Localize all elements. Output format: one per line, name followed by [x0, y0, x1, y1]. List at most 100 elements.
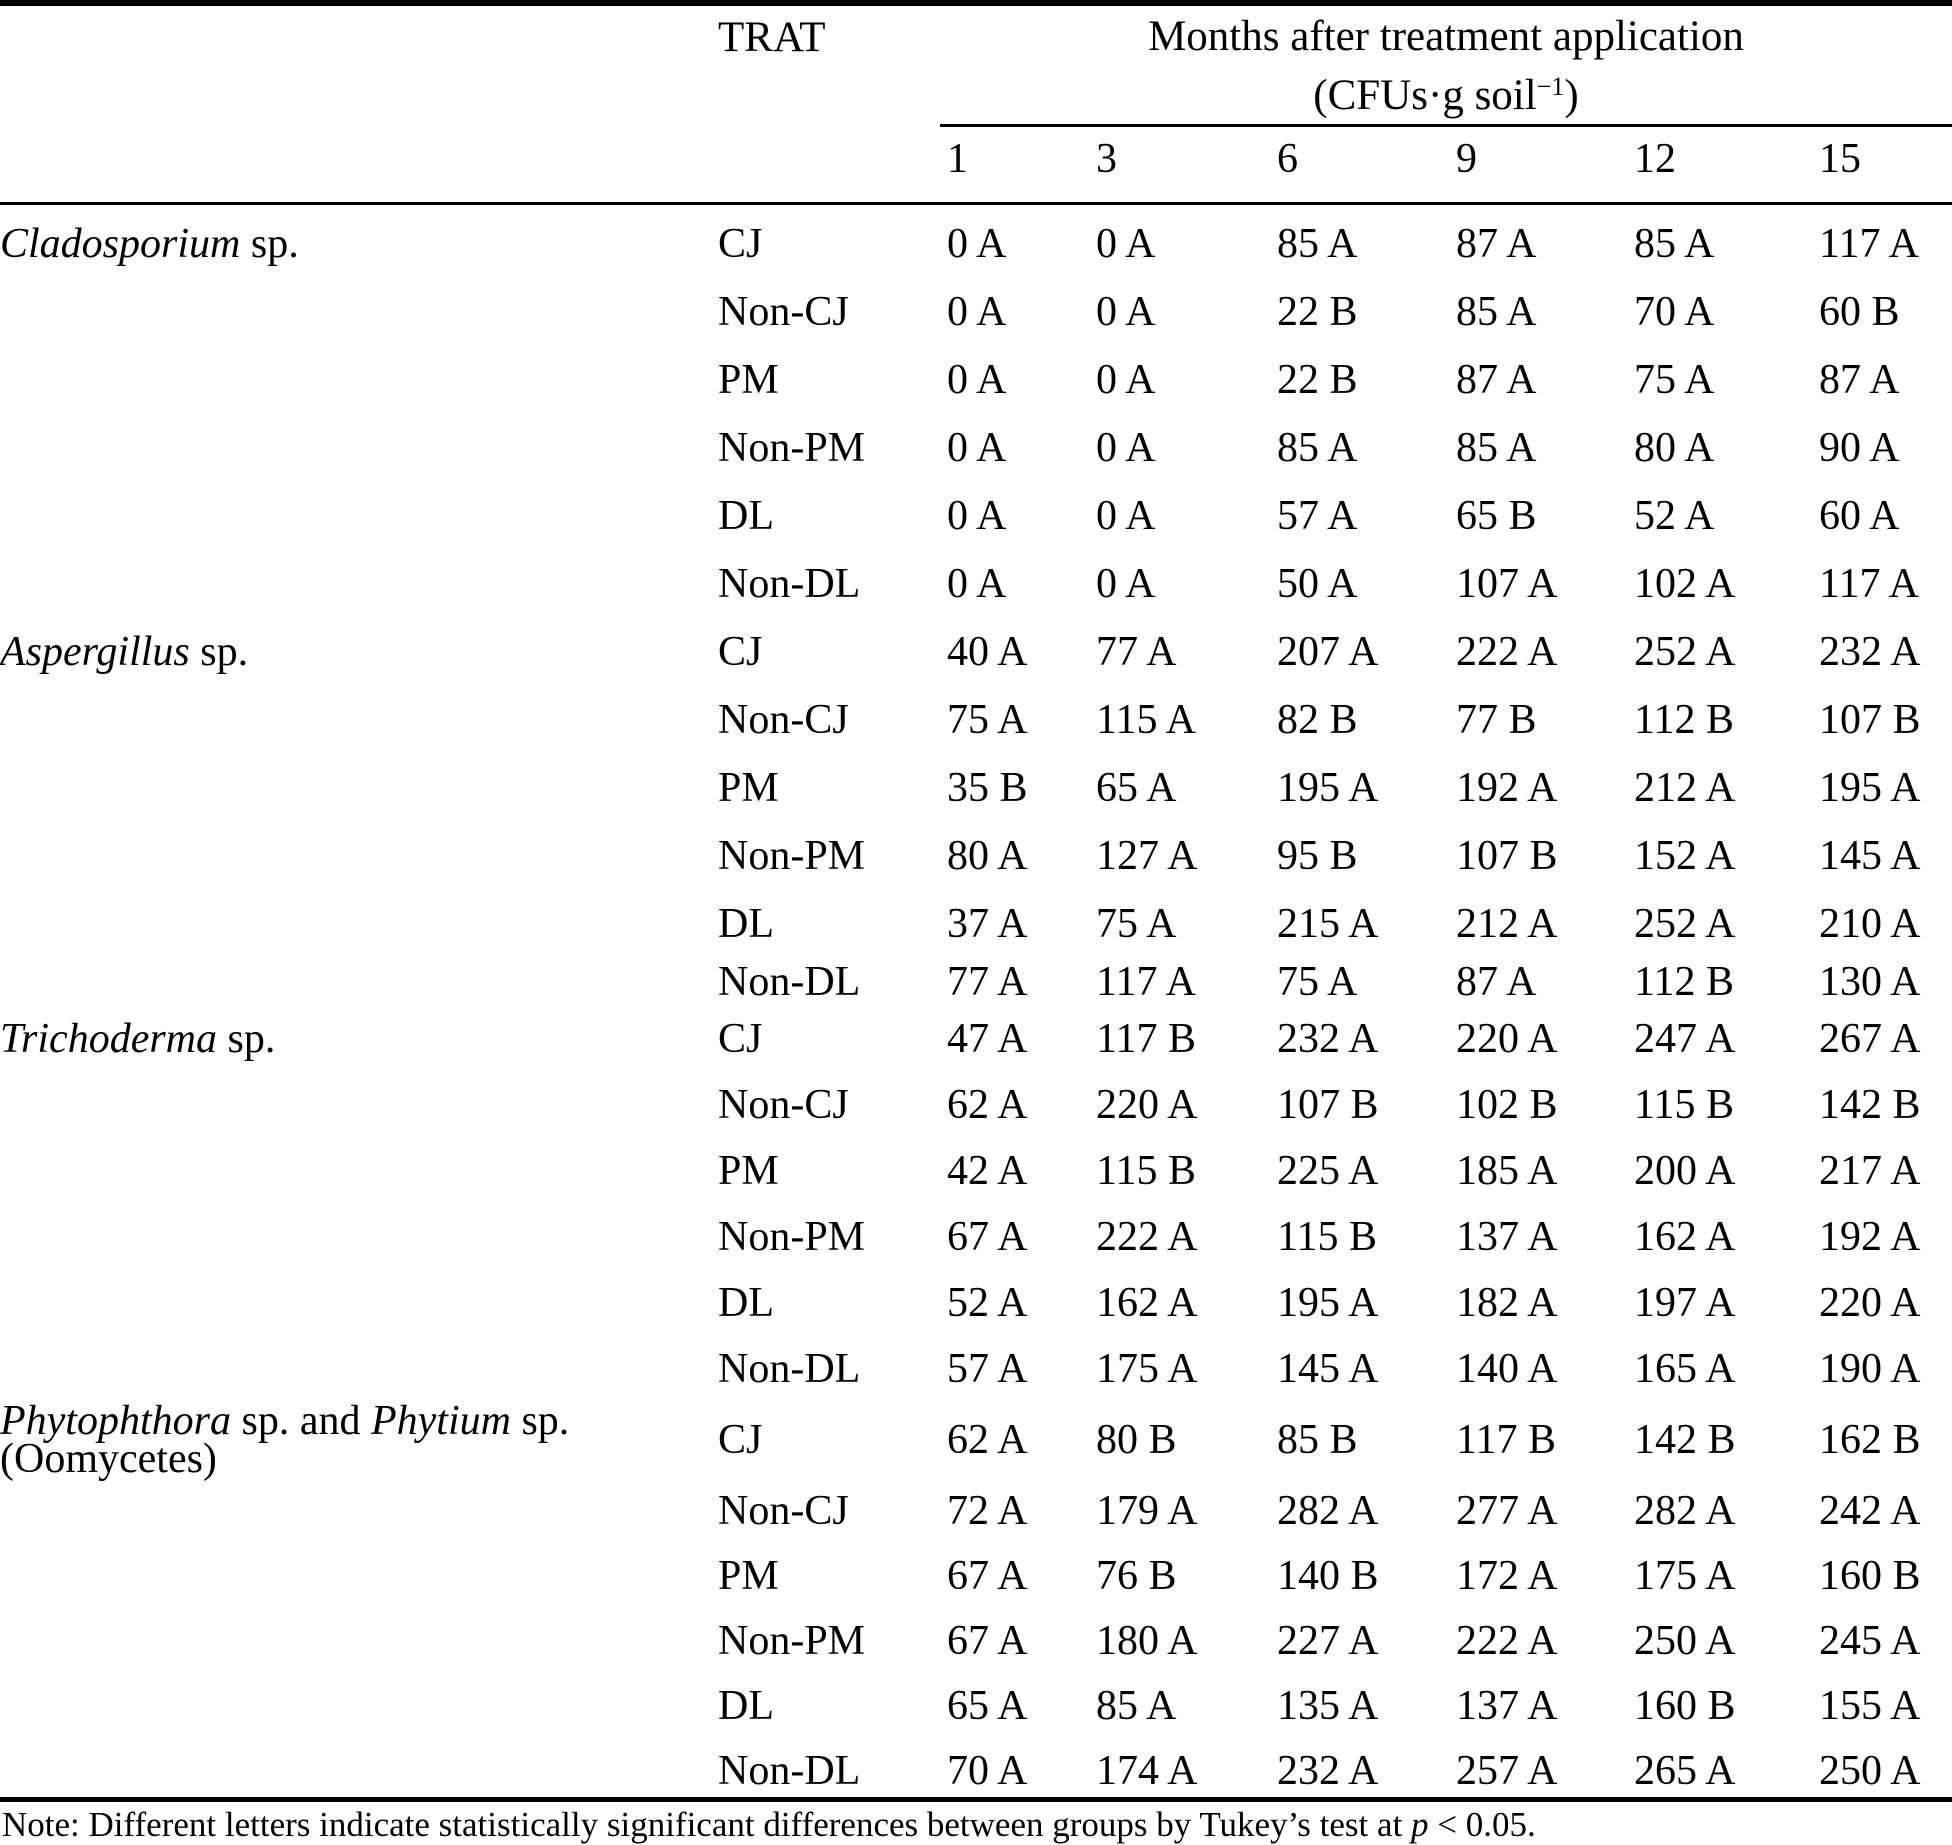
table-row: Non-CJ 75 A 115 A 82 B 77 B 112 B 107 B — [0, 686, 1952, 754]
treatment-cell: Non-DL — [718, 1346, 861, 1392]
table-row: Non-CJ 0 A 0 A 22 B 85 A 70 A 60 B — [0, 278, 1952, 346]
value-cell-month-15: 245 A — [1819, 1617, 1921, 1664]
value-cell-month-12: 282 A — [1634, 1487, 1736, 1534]
value-cell-month-6: 140 B — [1277, 1552, 1379, 1599]
value-cell-month-1: 37 A — [947, 901, 1028, 947]
value-cell-month-6: 215 A — [1277, 901, 1379, 947]
value-cell-month-6: 227 A — [1277, 1617, 1379, 1664]
value-cell-month-3: 80 B — [1096, 1417, 1177, 1463]
value-cell-month-6: 195 A — [1277, 765, 1379, 811]
month-column-header-15: 15 — [1819, 136, 1861, 182]
species-label-cell — [0, 1673, 718, 1738]
value-cell-month-9: 222 A — [1456, 629, 1558, 675]
value-cell-month-1: 40 A — [947, 629, 1028, 675]
value-cell-month-3: 0 A — [1096, 425, 1156, 471]
value-cell-month-1: 0 A — [947, 493, 1007, 539]
value-cell-month-12: 52 A — [1634, 493, 1715, 539]
value-cell-month-12: 162 A — [1634, 1214, 1736, 1260]
bottom-rule — [0, 1797, 1952, 1802]
cfu-data-table: Cladosporium sp. CJ 0 A 0 A 85 A 87 A 85 A 117 … — [0, 210, 1952, 1803]
value-cell-month-3: 65 A — [1096, 765, 1177, 811]
p-value-symbol: p — [1411, 1805, 1429, 1844]
value-cell-month-3: 0 A — [1096, 561, 1156, 607]
species-label-cell: Phytophthora sp. and Phytium sp. (Oomycet… — [0, 1400, 718, 1480]
treatment-cell: Non-PM — [718, 833, 866, 879]
species-label-cell — [0, 1478, 718, 1543]
value-cell-month-6: 85 A — [1277, 425, 1358, 471]
value-cell-month-15: 220 A — [1819, 1280, 1921, 1326]
value-cell-month-3: 77 A — [1096, 629, 1177, 675]
value-cell-month-3: 115 B — [1096, 1148, 1196, 1194]
value-cell-month-15: 145 A — [1819, 833, 1921, 879]
value-cell-month-1: 67 A — [947, 1617, 1028, 1664]
value-cell-month-1: 47 A — [947, 1016, 1028, 1062]
species-label-cell — [0, 822, 718, 890]
treatment-cell: Non-CJ — [718, 1082, 849, 1128]
value-cell-month-12: 80 A — [1634, 425, 1715, 471]
value-cell-month-6: 85 A — [1277, 221, 1358, 267]
value-cell-month-1: 0 A — [947, 561, 1007, 607]
treatment-cell: PM — [718, 1552, 779, 1599]
value-cell-month-1: 57 A — [947, 1346, 1028, 1392]
value-cell-month-3: 127 A — [1096, 833, 1198, 879]
value-cell-month-12: 212 A — [1634, 765, 1736, 811]
value-cell-month-3: 175 A — [1096, 1346, 1198, 1392]
value-cell-month-6: 225 A — [1277, 1148, 1379, 1194]
value-cell-month-12: 112 B — [1634, 959, 1734, 1005]
treatment-cell: DL — [718, 1280, 774, 1326]
value-cell-month-6: 232 A — [1277, 1016, 1379, 1062]
value-cell-month-3: 0 A — [1096, 289, 1156, 335]
value-cell-month-6: 57 A — [1277, 493, 1358, 539]
value-cell-month-9: 140 A — [1456, 1346, 1558, 1392]
treatment-cell: DL — [718, 493, 774, 539]
value-cell-month-9: 257 A — [1456, 1747, 1558, 1794]
treatment-cell: CJ — [718, 629, 763, 675]
value-cell-month-6: 107 B — [1277, 1082, 1379, 1128]
value-cell-month-9: 102 B — [1456, 1082, 1558, 1128]
table-row: DL 52 A 162 A 195 A 182 A 197 A 220 A — [0, 1270, 1952, 1336]
value-cell-month-3: 76 B — [1096, 1552, 1177, 1599]
species-label-cell: Cladosporium sp. — [0, 210, 718, 278]
value-cell-month-6: 50 A — [1277, 561, 1358, 607]
value-cell-month-9: 277 A — [1456, 1487, 1558, 1534]
value-cell-month-9: 87 A — [1456, 357, 1537, 403]
value-cell-month-12: 252 A — [1634, 901, 1736, 947]
value-cell-month-3: 0 A — [1096, 221, 1156, 267]
value-cell-month-12: 247 A — [1634, 1016, 1736, 1062]
table-row: Non-PM 0 A 0 A 85 A 85 A 80 A 90 A — [0, 414, 1952, 482]
species-label-cell — [0, 278, 718, 346]
value-cell-month-15: 142 B — [1819, 1082, 1921, 1128]
species-label-cell — [0, 1336, 718, 1402]
value-cell-month-12: 152 A — [1634, 833, 1736, 879]
value-cell-month-6: 85 B — [1277, 1417, 1358, 1463]
months-span-rule — [940, 124, 1952, 127]
value-cell-month-3: 0 A — [1096, 493, 1156, 539]
value-cell-month-3: 220 A — [1096, 1082, 1198, 1128]
value-cell-month-1: 0 A — [947, 357, 1007, 403]
value-cell-month-15: 60 B — [1819, 289, 1900, 335]
species-name: Trichoderma sp. — [0, 1016, 276, 1062]
table-row: Phytophthora sp. and Phytium sp. (Oomycet… — [0, 1400, 1952, 1480]
value-cell-month-9: 172 A — [1456, 1552, 1558, 1599]
table-row: DL 65 A 85 A 135 A 137 A 160 B 155 A — [0, 1673, 1952, 1738]
value-cell-month-12: 160 B — [1634, 1682, 1736, 1729]
value-cell-month-3: 174 A — [1096, 1747, 1198, 1794]
value-cell-month-9: 182 A — [1456, 1280, 1558, 1326]
value-cell-month-9: 117 B — [1456, 1417, 1556, 1463]
treatment-cell: CJ — [718, 1417, 763, 1463]
months-column-group-header: Months after treatment application (CFUs… — [940, 12, 1952, 121]
value-cell-month-15: 87 A — [1819, 357, 1900, 403]
treatment-cell: Non-DL — [718, 561, 861, 607]
value-cell-month-6: 95 B — [1277, 833, 1358, 879]
treatment-cell: Non-CJ — [718, 1487, 849, 1534]
value-cell-month-9: 222 A — [1456, 1617, 1558, 1664]
treatment-cell: Non-DL — [718, 959, 861, 1005]
value-cell-month-12: 115 B — [1634, 1082, 1734, 1128]
table-row: Non-DL 77 A 117 A 75 A 87 A 112 B 130 A — [0, 958, 1952, 1006]
header-separator-rule — [0, 202, 1952, 205]
table-row: Non-CJ 72 A 179 A 282 A 277 A 282 A 242 A — [0, 1478, 1952, 1543]
species-label-cell — [0, 1738, 718, 1803]
species-label-cell: Aspergillus sp. — [0, 618, 718, 686]
value-cell-month-15: 190 A — [1819, 1346, 1921, 1392]
